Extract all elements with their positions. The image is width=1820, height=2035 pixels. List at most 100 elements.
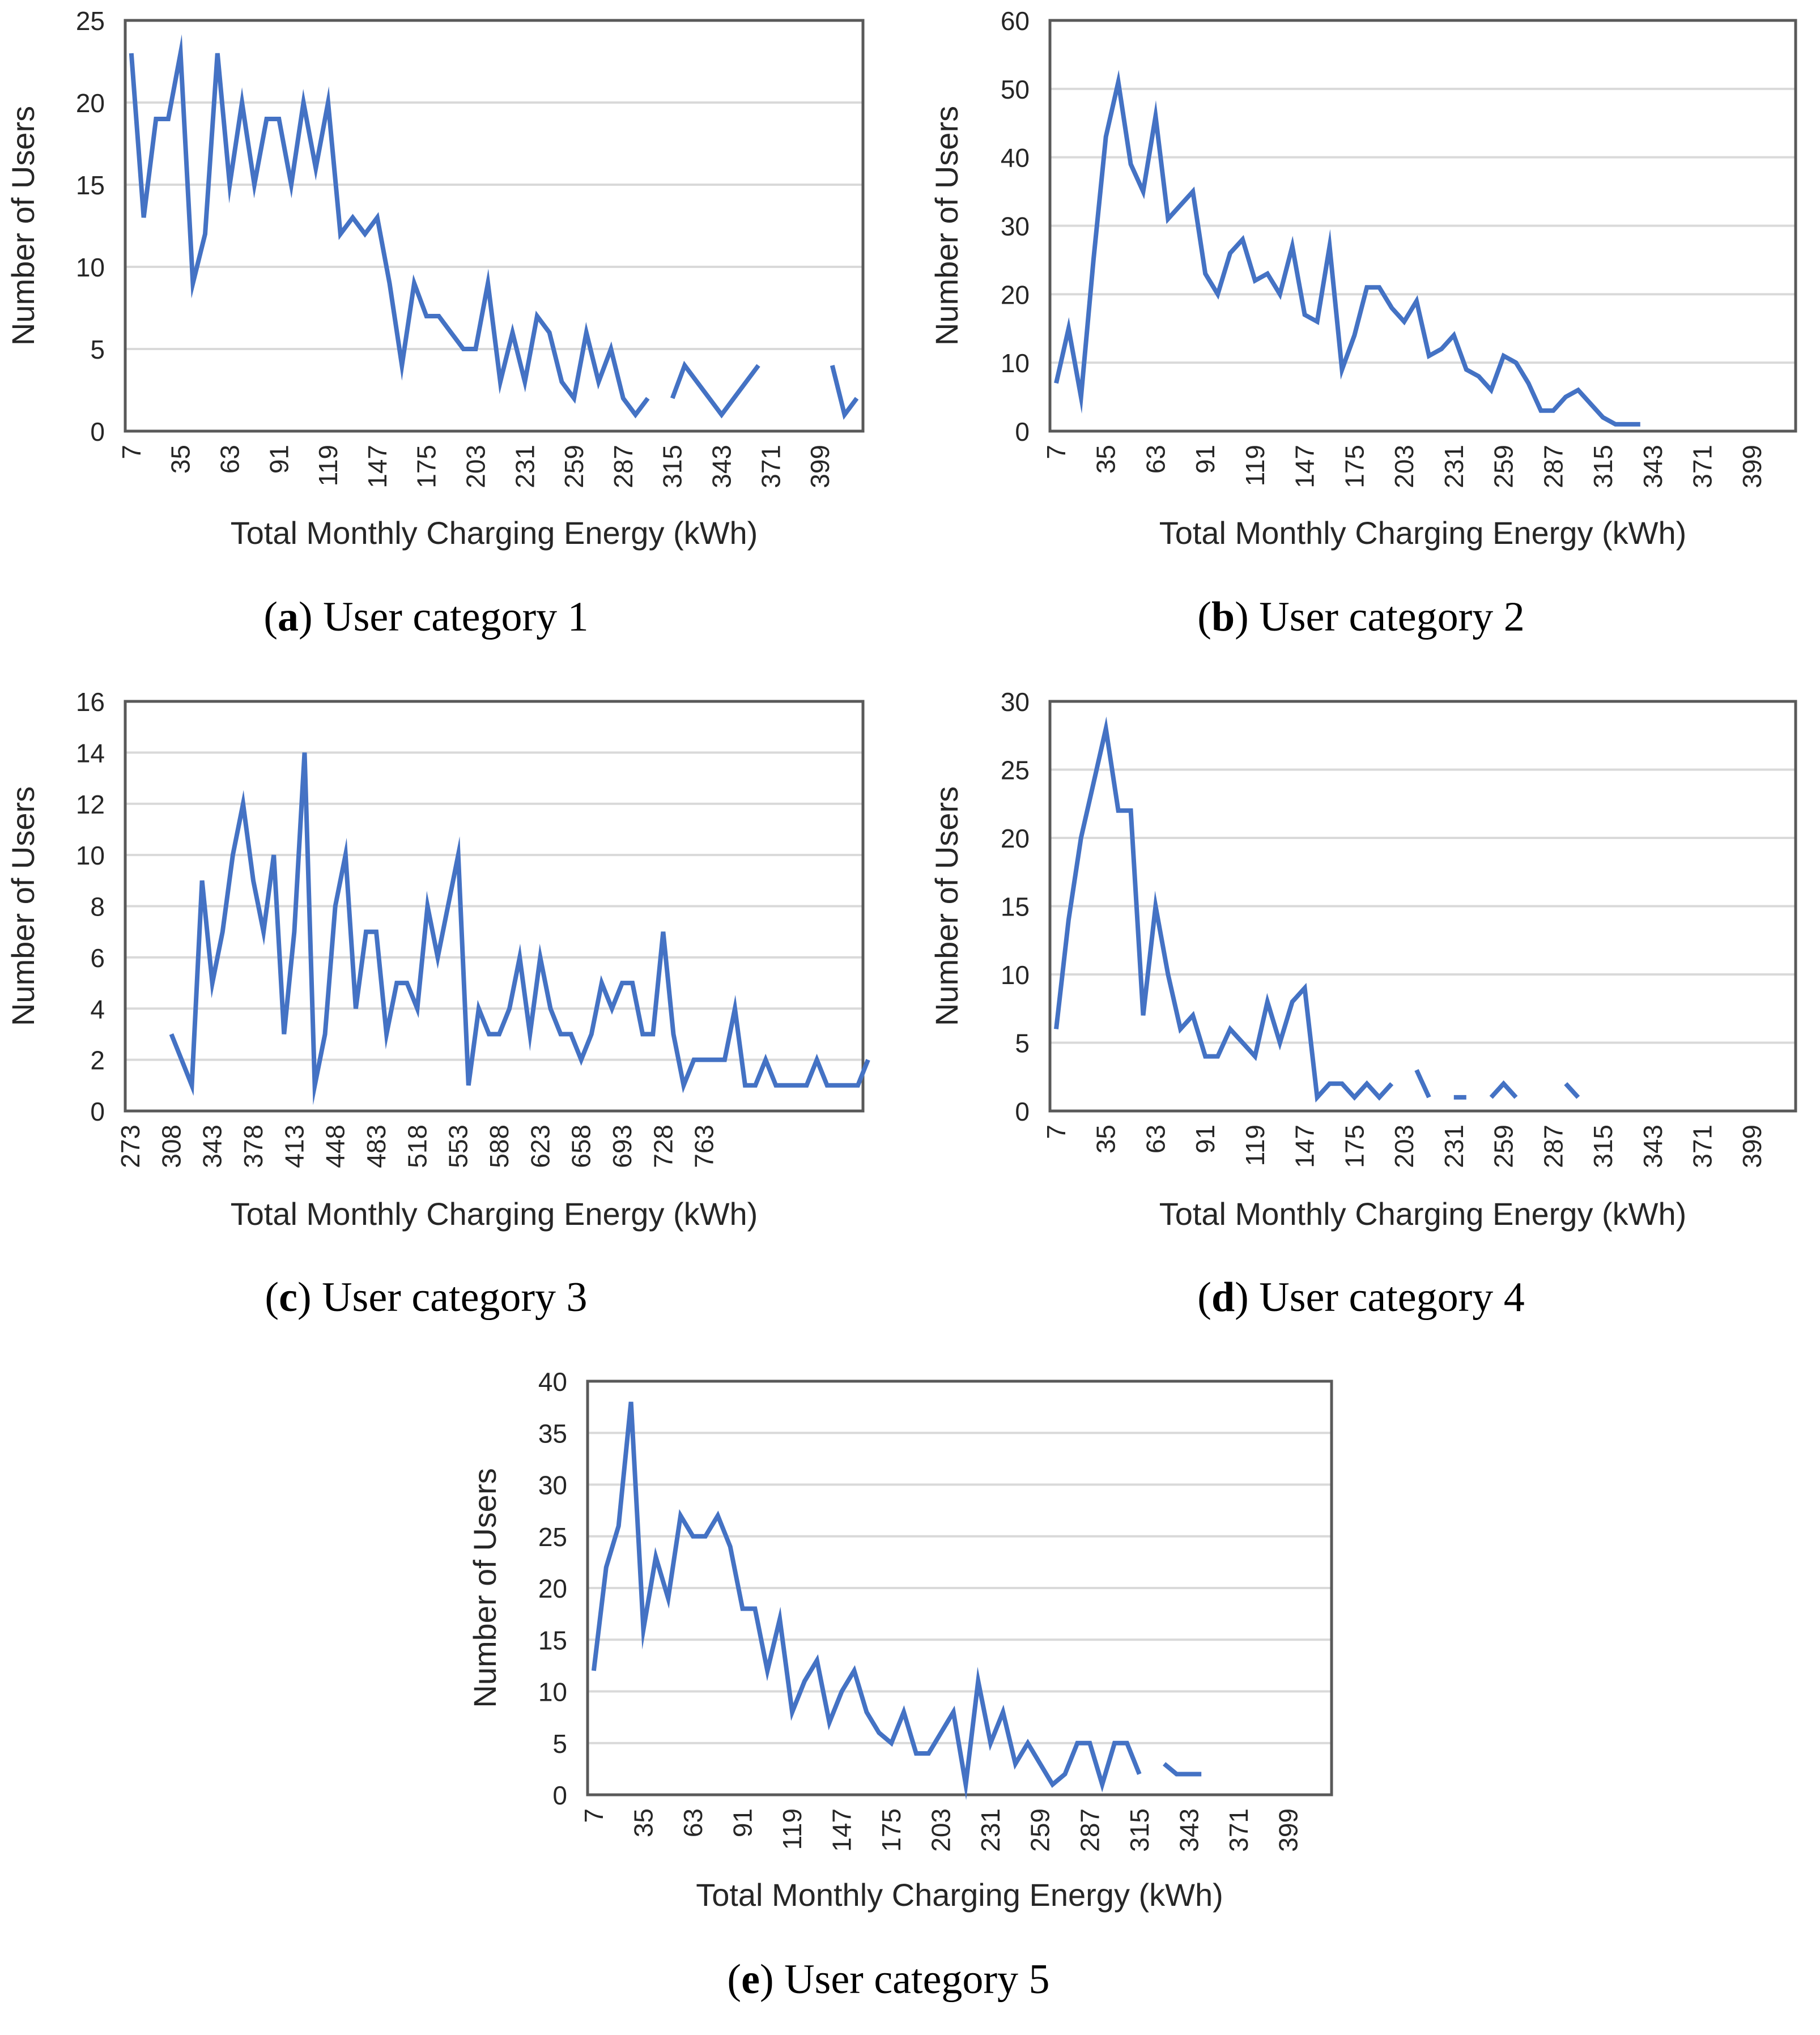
x-tick-label: 623 — [525, 1125, 555, 1168]
panel-caption: (c) User category 3 — [265, 1274, 587, 1321]
x-axis-title: Total Monthly Charging Energy (kWh) — [696, 1877, 1223, 1913]
y-tick-label: 0 — [1015, 1097, 1030, 1126]
x-tick-label: 371 — [1688, 1125, 1717, 1168]
x-tick-label: 588 — [484, 1125, 514, 1168]
x-tick-label: 231 — [510, 445, 539, 488]
panel-caption-text: User category 5 — [784, 1956, 1049, 2003]
series-line — [1564, 1082, 1580, 1099]
y-tick-label: 12 — [76, 790, 105, 819]
chart-panel-e: 0 5 10 15 20 25 30 35 40 7 35 63 91 119 147 175 203 231 25… — [467, 1367, 1333, 2003]
series-line — [169, 752, 870, 1105]
x-tick-label: 35 — [1091, 1125, 1121, 1153]
x-tick-label: 371 — [1224, 1808, 1253, 1852]
x-tick-label: 343 — [707, 445, 736, 488]
panel-caption: (a) User category 1 — [263, 594, 588, 640]
x-tick-label: 343 — [1638, 1125, 1668, 1168]
x-tick-label: 231 — [976, 1808, 1005, 1852]
y-tick-label: 10 — [538, 1678, 567, 1707]
panel-caption-text: User category 2 — [1259, 594, 1524, 640]
series-line — [670, 360, 760, 419]
x-tick-label: 231 — [1439, 1125, 1469, 1168]
chart-panel-d: 0 5 10 15 20 25 30 7 35 63 91 119 147 175 203 231 259 287… — [929, 687, 1797, 1321]
panel-letter: e — [741, 1956, 760, 2003]
panel-caption: (b) User category 2 — [1197, 594, 1524, 640]
plot-frame — [124, 700, 865, 1113]
y-tick-label: 0 — [90, 1097, 105, 1126]
chart-panel-c: 0 2 4 6 8 10 12 14 16 273 308 343 378 413 448 483 518 553… — [5, 687, 870, 1321]
y-tick-label: 20 — [1001, 280, 1030, 309]
x-tick-label: 91 — [728, 1808, 758, 1837]
y-tick-label: 35 — [538, 1419, 567, 1448]
x-tick-label: 7 — [579, 1808, 609, 1823]
x-tick-label: 308 — [156, 1125, 186, 1168]
y-tick-label: 5 — [90, 335, 105, 364]
plot-frame — [1048, 700, 1797, 1113]
series-line — [1414, 1069, 1431, 1099]
x-tick-label: 119 — [777, 1808, 807, 1850]
x-tick-label: 175 — [412, 445, 441, 488]
x-tick-label: 175 — [877, 1808, 906, 1852]
x-tick-label: 371 — [756, 445, 785, 488]
x-tick-label: 693 — [607, 1125, 637, 1168]
y-tick-label: 10 — [76, 841, 105, 870]
x-tick-label: 315 — [1125, 1808, 1154, 1852]
series-line — [1163, 1762, 1202, 1777]
y-tick-label: 25 — [76, 6, 105, 36]
panel-caption: (e) User category 5 — [727, 1956, 1049, 2003]
x-tick-label: 399 — [805, 445, 835, 488]
chart-panel-b: 0 10 20 30 40 50 60 7 35 63 91 119 147 175 203 231 259 28… — [929, 6, 1797, 640]
x-tick-label: 371 — [1688, 445, 1717, 488]
x-tick-label: 763 — [690, 1125, 719, 1168]
x-tick-label: 399 — [1273, 1808, 1303, 1852]
y-tick-label: 14 — [76, 738, 105, 768]
y-axis-title: Number of Users — [5, 786, 41, 1026]
x-tick-label: 259 — [1489, 1125, 1519, 1168]
y-tick-label: 30 — [1001, 687, 1030, 717]
y-tick-label: 30 — [1001, 212, 1030, 241]
series-line — [1054, 716, 1394, 1103]
x-tick-label: 413 — [279, 1125, 309, 1168]
x-tick-label: 448 — [321, 1125, 350, 1168]
x-tick-label: 315 — [1588, 1125, 1618, 1168]
x-tick-label: 728 — [648, 1125, 678, 1168]
y-tick-label: 5 — [552, 1729, 567, 1759]
series-line — [129, 34, 650, 419]
y-tick-label: 50 — [1001, 75, 1030, 104]
y-tick-label: 15 — [538, 1625, 567, 1655]
x-tick-label: 91 — [1190, 1125, 1220, 1153]
x-axis-title: Total Monthly Charging Energy (kWh) — [1159, 515, 1687, 551]
y-tick-label: 2 — [90, 1046, 105, 1075]
x-tick-label: 203 — [926, 1808, 956, 1852]
x-tick-label: 7 — [1041, 445, 1071, 459]
x-axis-title: Total Monthly Charging Energy (kWh) — [1159, 1196, 1687, 1232]
x-tick-label: 63 — [678, 1808, 708, 1837]
y-tick-label: 10 — [1001, 348, 1030, 378]
x-tick-label: 35 — [628, 1808, 658, 1837]
x-tick-label: 147 — [827, 1808, 857, 1852]
x-tick-label: 378 — [239, 1125, 268, 1168]
y-tick-label: 20 — [538, 1574, 567, 1603]
x-axis-title: Total Monthly Charging Energy (kWh) — [231, 1196, 758, 1232]
x-tick-label: 343 — [1638, 445, 1668, 488]
x-tick-label: 63 — [1141, 1125, 1170, 1153]
x-tick-label: 63 — [1141, 445, 1170, 474]
y-axis-title: Number of Users — [5, 106, 41, 346]
y-tick-label: 40 — [538, 1367, 567, 1397]
x-tick-label: 273 — [116, 1125, 145, 1168]
panel-letter: a — [278, 594, 299, 640]
panel-caption-text: User category 3 — [322, 1274, 587, 1321]
y-tick-label: 60 — [1001, 6, 1030, 36]
plot-frame — [1048, 19, 1797, 433]
y-axis-title: Number of Users — [929, 106, 964, 346]
y-tick-label: 15 — [76, 171, 105, 200]
x-tick-label: 399 — [1737, 445, 1767, 488]
x-tick-label: 7 — [1041, 1125, 1071, 1139]
panel-letter: d — [1211, 1274, 1235, 1321]
x-tick-label: 175 — [1340, 445, 1369, 488]
y-tick-label: 20 — [76, 88, 105, 118]
plot-frame — [124, 19, 865, 433]
x-tick-label: 259 — [559, 445, 589, 488]
y-tick-label: 4 — [90, 994, 105, 1024]
panel-caption-text: User category 1 — [323, 594, 588, 640]
